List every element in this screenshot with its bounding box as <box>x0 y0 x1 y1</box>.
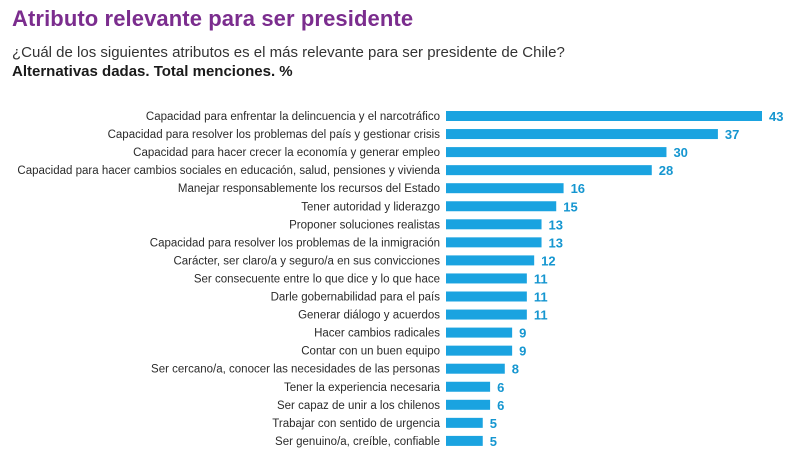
value-label: 11 <box>534 271 548 286</box>
value-label: 30 <box>673 145 687 160</box>
chart-note: Alternativas dadas. Total menciones. % <box>12 63 293 80</box>
bar <box>446 111 762 121</box>
value-label: 16 <box>571 181 585 196</box>
bar <box>446 237 542 248</box>
value-label: 11 <box>534 308 548 323</box>
category-label: Carácter, ser claro/a y seguro/a en sus … <box>173 255 440 267</box>
category-label: Capacidad para enfrentar la delincuencia… <box>146 111 440 123</box>
category-label: Capacidad para hacer cambios sociales en… <box>17 165 440 177</box>
value-label: 9 <box>519 326 526 341</box>
category-label: Trabajar con sentido de urgencia <box>272 418 440 430</box>
category-label: Contar con un buen equipo <box>301 346 440 358</box>
bar <box>446 201 557 212</box>
value-label: 13 <box>549 235 563 250</box>
bar <box>446 183 564 194</box>
bar <box>446 165 652 176</box>
bar <box>446 363 505 374</box>
bar <box>446 399 491 410</box>
category-label: Hacer cambios radicales <box>314 328 440 340</box>
value-label: 43 <box>769 109 783 124</box>
value-label: 5 <box>490 416 497 431</box>
category-label: Tener autoridad y liderazgo <box>301 201 440 213</box>
value-label: 9 <box>519 344 526 359</box>
value-label: 37 <box>725 127 739 142</box>
category-label: Darle gobernabilidad para el país <box>271 292 441 304</box>
value-label: 6 <box>497 398 504 413</box>
chart-title: Atributo relevante para ser presidente <box>12 6 414 31</box>
category-label: Ser consecuente entre lo que dice y lo q… <box>194 273 440 285</box>
bar <box>446 129 718 140</box>
value-label: 6 <box>497 380 504 395</box>
category-label: Ser genuino/a, creíble, confiable <box>275 436 440 448</box>
bar <box>446 291 527 302</box>
value-label: 15 <box>563 199 577 214</box>
category-label: Capacidad para hacer crecer la economía … <box>133 147 440 159</box>
category-label: Generar diálogo y acuerdos <box>298 310 440 322</box>
bar <box>446 435 483 446</box>
bar <box>446 309 527 320</box>
bar <box>446 345 513 356</box>
bar <box>446 273 527 284</box>
bar <box>446 147 667 158</box>
category-label: Ser capaz de unir a los chilenos <box>277 400 440 412</box>
bar <box>446 219 542 230</box>
category-label: Manejar responsablemente los recursos de… <box>178 183 440 195</box>
value-label: 11 <box>534 290 548 305</box>
category-label: Capacidad para resolver los problemas de… <box>108 129 441 141</box>
value-label: 8 <box>512 362 519 377</box>
value-label: 13 <box>549 217 563 232</box>
category-label: Proponer soluciones realistas <box>289 219 440 231</box>
value-label: 28 <box>659 163 673 178</box>
bar <box>446 417 483 428</box>
bar <box>446 255 535 266</box>
category-label: Ser cercano/a, conocer las necesidades d… <box>151 364 440 376</box>
value-label: 5 <box>490 434 497 449</box>
value-label: 12 <box>541 253 555 268</box>
category-label: Tener la experiencia necesaria <box>284 382 441 394</box>
category-label: Capacidad para resolver los problemas de… <box>150 237 440 249</box>
chart-subtitle: ¿Cuál de los siguientes atributos es el … <box>12 44 565 61</box>
bar <box>446 381 491 392</box>
bar <box>446 327 513 338</box>
